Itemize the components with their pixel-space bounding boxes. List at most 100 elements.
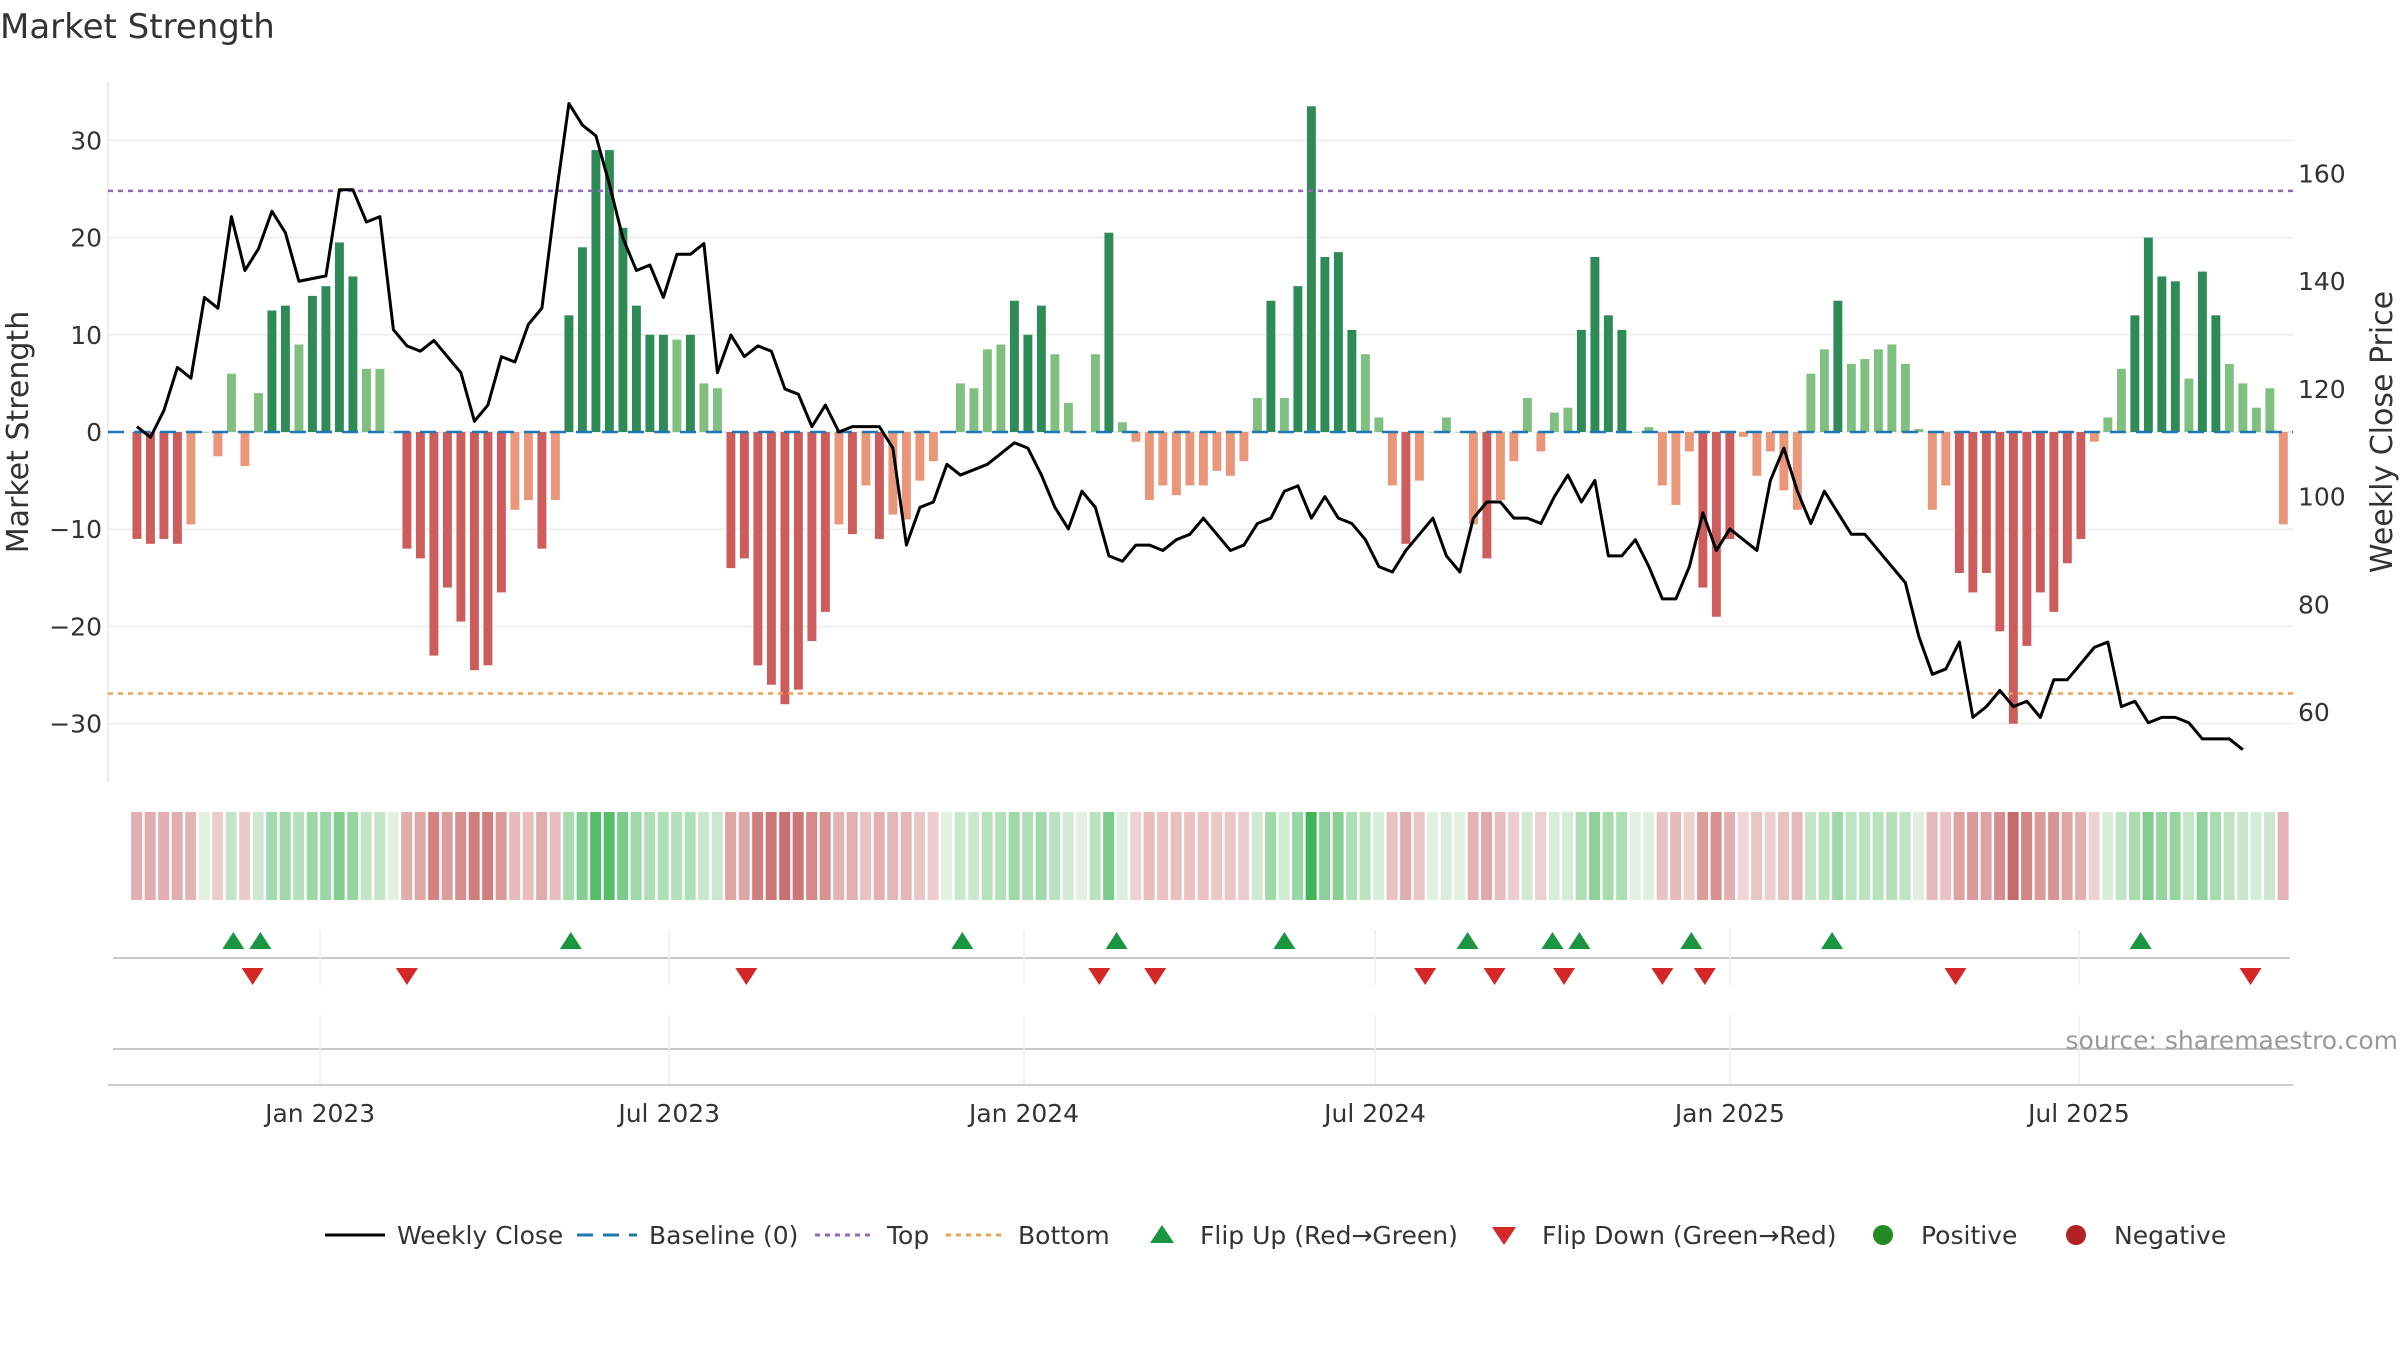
flip-up-marker bbox=[1821, 932, 1844, 949]
strength-bar bbox=[1711, 432, 1721, 617]
strength-bar bbox=[712, 388, 722, 432]
heat-cell bbox=[1670, 812, 1682, 900]
dot-panel-gridlines bbox=[319, 1015, 2080, 1085]
strength-bar bbox=[2211, 315, 2221, 432]
strength-bar bbox=[1333, 252, 1343, 432]
strength-bar bbox=[1009, 300, 1019, 432]
heat-cell bbox=[1116, 812, 1128, 900]
heat-cell bbox=[320, 812, 332, 900]
flip-up-marker bbox=[1541, 932, 1564, 949]
strength-bar bbox=[861, 432, 871, 486]
heat-cell bbox=[333, 812, 345, 900]
strength-bar bbox=[402, 432, 412, 549]
heat-cell bbox=[563, 812, 575, 900]
strength-bar bbox=[793, 432, 803, 690]
heat-cell bbox=[212, 812, 224, 900]
strength-bar bbox=[591, 150, 601, 432]
heat-cell bbox=[2250, 812, 2262, 900]
strength-bar bbox=[2278, 432, 2288, 525]
heat-cell bbox=[2021, 812, 2033, 900]
strength-bar bbox=[2076, 432, 2086, 539]
heat-cell bbox=[144, 812, 156, 900]
flip-marker-panel bbox=[113, 930, 2290, 985]
strength-bar bbox=[1576, 329, 1586, 432]
heat-cell bbox=[725, 812, 737, 900]
flip-down-marker bbox=[395, 968, 418, 985]
heat-cell bbox=[630, 812, 642, 900]
strength-bar bbox=[1185, 432, 1195, 486]
heat-cell bbox=[1143, 812, 1155, 900]
left-tick-label: 0 bbox=[86, 418, 102, 447]
strength-bar bbox=[1104, 232, 1114, 432]
heat-cell bbox=[252, 812, 264, 900]
flip-down-marker bbox=[1144, 968, 1167, 985]
heat-cell bbox=[1818, 812, 1830, 900]
heat-cell bbox=[1778, 812, 1790, 900]
strength-bar bbox=[361, 368, 371, 432]
strength-bar bbox=[2062, 432, 2072, 564]
strength-bar bbox=[1914, 429, 1924, 432]
legend-label: Top bbox=[886, 1221, 929, 1250]
strength-bar bbox=[631, 305, 641, 432]
heat-cell bbox=[2183, 812, 2195, 900]
heat-cell bbox=[1332, 812, 1344, 900]
strength-bar bbox=[699, 383, 709, 432]
heat-cell bbox=[522, 812, 534, 900]
heat-cell bbox=[833, 812, 845, 900]
flip-up-marker bbox=[1273, 932, 1296, 949]
heat-cell bbox=[441, 812, 453, 900]
heat-cell bbox=[1575, 812, 1587, 900]
strength-bar bbox=[159, 432, 169, 539]
heat-cell bbox=[1265, 812, 1277, 900]
heat-cell bbox=[792, 812, 804, 900]
heat-cell bbox=[1224, 812, 1236, 900]
heat-cell bbox=[2142, 812, 2154, 900]
heat-cell bbox=[1521, 812, 1533, 900]
strength-bar bbox=[1563, 407, 1573, 432]
flip-down-marker bbox=[1553, 968, 1576, 985]
right-tick-label: 60 bbox=[2298, 698, 2330, 727]
strength-bar bbox=[1549, 412, 1559, 432]
heat-cell bbox=[2048, 812, 2060, 900]
strength-bar bbox=[1279, 397, 1289, 432]
strength-bar bbox=[969, 388, 979, 432]
strength-bar bbox=[1239, 432, 1249, 462]
heat-cell bbox=[1359, 812, 1371, 900]
strength-bar bbox=[348, 276, 358, 432]
flip-down-marker bbox=[1944, 968, 1967, 985]
heat-cell bbox=[1508, 812, 1520, 900]
heat-cell bbox=[2264, 812, 2276, 900]
flip-up-marker bbox=[1568, 932, 1591, 949]
heat-cell bbox=[671, 812, 683, 900]
strength-bar bbox=[618, 227, 628, 432]
heat-cell bbox=[1737, 812, 1749, 900]
heat-cell bbox=[1886, 812, 1898, 900]
right-y-axis: 160 140 120 100 80 60 bbox=[2298, 160, 2346, 727]
strength-bar bbox=[132, 432, 142, 539]
heat-cell bbox=[131, 812, 143, 900]
strength-bars bbox=[132, 106, 2288, 724]
heat-cell bbox=[266, 812, 278, 900]
heat-cell bbox=[347, 812, 359, 900]
strength-bar bbox=[847, 432, 857, 535]
reference-lines bbox=[108, 189, 2293, 695]
heat-cell bbox=[536, 812, 548, 900]
strength-bar bbox=[253, 393, 263, 432]
flip-up-marker bbox=[951, 932, 974, 949]
strength-bar bbox=[1131, 432, 1141, 442]
flip-down-marker bbox=[1088, 968, 1111, 985]
heat-cell bbox=[927, 812, 939, 900]
heat-cell bbox=[1967, 812, 1979, 900]
legend-item-baseline: Baseline (0) bbox=[577, 1221, 798, 1250]
heat-cell bbox=[414, 812, 426, 900]
heat-cell bbox=[2156, 812, 2168, 900]
heat-cell bbox=[2102, 812, 2114, 900]
left-tick-label: −10 bbox=[49, 515, 102, 544]
strength-bar bbox=[415, 432, 425, 559]
strength-bar bbox=[1306, 106, 1316, 432]
heat-cell bbox=[1413, 812, 1425, 900]
strength-bar bbox=[2035, 432, 2045, 593]
heat-cell bbox=[738, 812, 750, 900]
